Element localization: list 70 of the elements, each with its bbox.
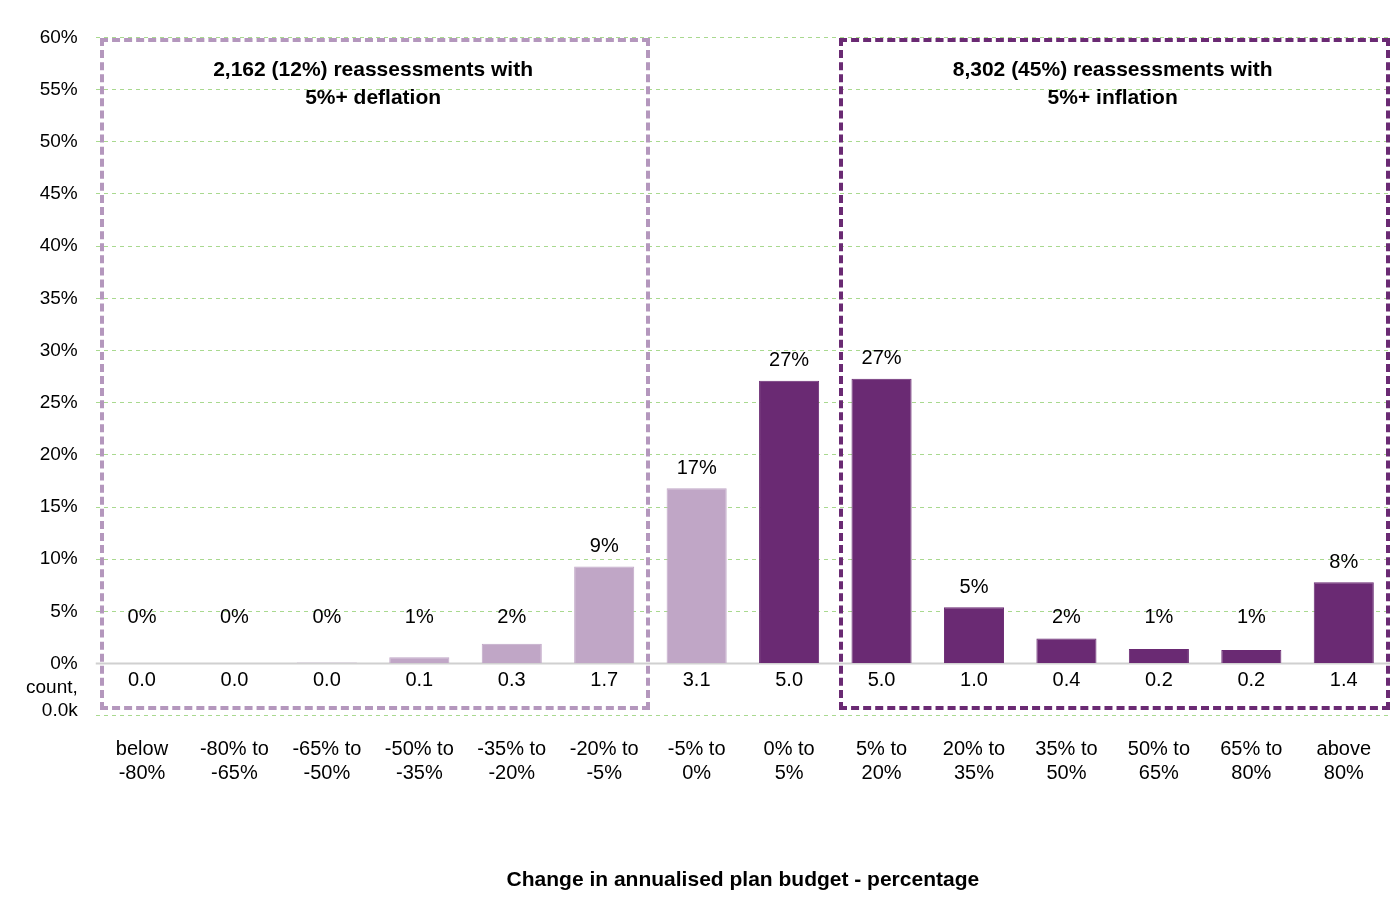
bar [851,378,912,664]
x-tick-label: below -80% [115,737,169,784]
y-tick-label: 0% [50,651,78,673]
data-label: 2% [1051,605,1082,628]
annotation: 1.7 [590,667,619,690]
bar [481,643,542,664]
data-label: 1% [404,605,434,628]
y-tick-label: 10% [39,547,78,569]
data-label: 27% [769,348,810,371]
data-label: 5% [959,574,989,597]
x-tick-label: -35% to -20% [477,737,547,784]
x-tick-label: -5% to 0% [667,737,726,784]
y-tick-label: 60% [39,25,78,47]
annotation: 2,162 (12%) reassessments with 5%+ deflation [213,57,534,109]
y-tick-label: 20% [39,443,78,465]
y-tick-label: 55% [39,77,78,99]
data-label: 0% [219,605,250,628]
data-label: 17% [676,455,717,478]
annotation: 1.4 [1329,667,1358,690]
bar [574,566,635,664]
y-tick-label: 5% [50,599,78,621]
y-tick-label: 50% [39,130,78,151]
annotation: 5.0 [867,667,896,690]
y-tick-label: 30% [39,338,78,360]
data-label: 8% [1329,549,1359,572]
x-tick-label: -50% to -35% [384,737,454,784]
x-tick-label: -20% to -5% [569,737,639,784]
bar [943,607,1005,664]
x-tick-label: above 80% [1316,737,1372,784]
x-tick-label: 35% to 50% [1035,737,1098,784]
annotation: 0.2 [1237,667,1266,690]
annotation: 8,302 (45%) reassessments with 5%+ inflation [952,57,1273,109]
data-label: 0% [312,605,342,628]
data-label: 0% [127,605,157,628]
data-label: 1% [1236,605,1266,628]
bar [1036,638,1097,664]
bar [759,380,820,664]
bar [666,488,727,664]
x-axis-title: Change in annualised plan budget - percentage [506,867,980,891]
annotation: 3.1 [682,667,711,690]
x-tick-label: 5% to 20% [855,737,908,784]
x-tick-label: -65% to -50% [292,737,362,784]
annotation: 0.2 [1144,667,1173,690]
y-tick-label: count, 0.0k [25,675,79,720]
annotation: 0.0 [312,667,341,690]
bar [1128,649,1189,664]
y-tick-label: 35% [39,286,78,308]
bar [389,657,450,664]
y-tick-label: 15% [39,495,78,517]
annotation: 0.0 [128,667,156,690]
annotation: 0.4 [1052,667,1081,690]
x-tick-label: -80% to -65% [199,737,269,784]
x-tick-label: 0% to 5% [763,737,815,784]
annotation: 0.3 [497,667,526,690]
data-label: 2% [497,605,527,628]
y-tick-label: 40% [39,234,78,256]
data-label: 27% [861,346,902,369]
annotation: 0.0 [220,667,249,690]
y-tick-label: 45% [39,182,78,204]
x-tick-label: 65% to 80% [1220,737,1283,784]
annotation: 1.0 [960,667,988,690]
bar [1313,582,1374,664]
y-tick-label: 25% [39,390,78,412]
annotation: 0.1 [405,667,434,690]
x-tick-label: 20% to 35% [942,737,1006,784]
data-label: 1% [1144,605,1174,628]
bar [1221,650,1282,664]
data-label: 9% [589,534,619,557]
x-tick-label: 50% to 65% [1127,737,1191,784]
annotation: 5.0 [775,667,804,690]
